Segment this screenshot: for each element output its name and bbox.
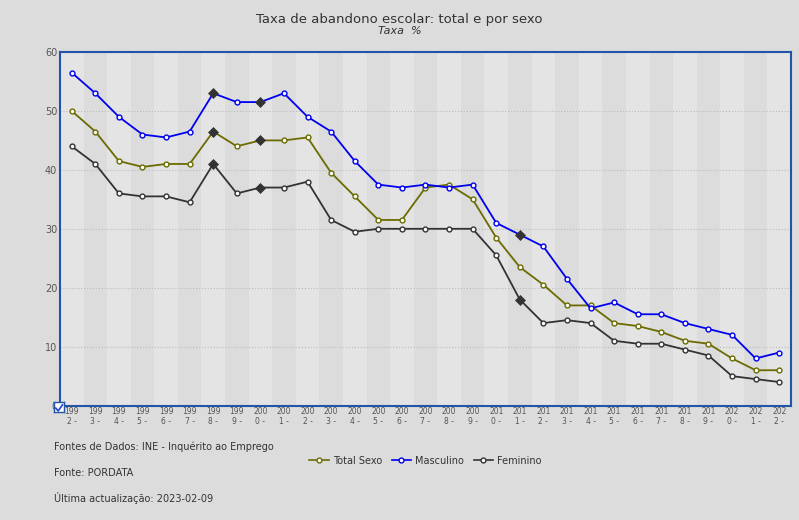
Bar	[767, 52, 791, 406]
Bar	[107, 52, 131, 406]
Bar	[626, 52, 650, 406]
Bar	[531, 52, 555, 406]
Bar	[650, 52, 673, 406]
Text: Fonte: PORDATA: Fonte: PORDATA	[54, 469, 133, 478]
Bar	[484, 52, 508, 406]
Bar	[225, 52, 248, 406]
Bar	[320, 52, 343, 406]
Bar	[673, 52, 697, 406]
Bar	[508, 52, 531, 406]
Text: Taxa  %: Taxa %	[378, 26, 421, 36]
Bar	[154, 52, 178, 406]
Bar	[296, 52, 320, 406]
Bar	[697, 52, 720, 406]
Bar	[201, 52, 225, 406]
Legend: Total Sexo, Masculino, Feminino: Total Sexo, Masculino, Feminino	[305, 452, 546, 470]
Bar	[414, 52, 437, 406]
Text: Taxa de abandono escolar: total e por sexo: Taxa de abandono escolar: total e por se…	[256, 13, 543, 26]
Bar	[272, 52, 296, 406]
Bar	[555, 52, 578, 406]
Bar	[248, 52, 272, 406]
Bar	[390, 52, 414, 406]
Text: Fontes de Dados: INE - Inquérito ao Emprego: Fontes de Dados: INE - Inquérito ao Empr…	[54, 442, 274, 452]
Bar	[178, 52, 201, 406]
Bar	[744, 52, 767, 406]
Bar	[578, 52, 602, 406]
Text: Última actualização: 2023-02-09: Última actualização: 2023-02-09	[54, 492, 213, 504]
Bar	[131, 52, 154, 406]
Bar	[367, 52, 390, 406]
Bar	[343, 52, 367, 406]
Bar	[602, 52, 626, 406]
Bar	[60, 52, 84, 406]
Bar	[720, 52, 744, 406]
Bar	[84, 52, 107, 406]
Bar	[437, 52, 461, 406]
Bar	[461, 52, 484, 406]
